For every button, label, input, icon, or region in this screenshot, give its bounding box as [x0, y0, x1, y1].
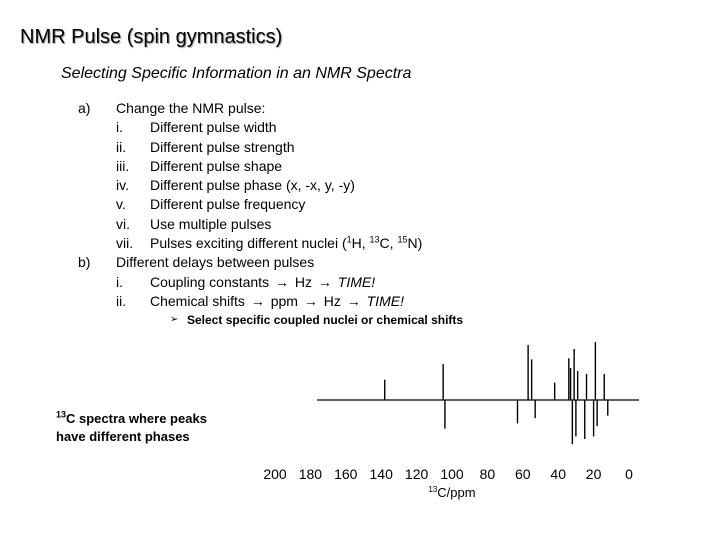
emphasis-text: TIME!	[337, 273, 376, 290]
sub-item-marker: iv.	[116, 177, 129, 194]
text-segment: ppm	[270, 292, 298, 309]
sub-item-marker: i.	[116, 119, 123, 136]
sub-item-text: Use multiple pulses	[150, 215, 272, 232]
text-segment: Pulses exciting different nuclei (	[150, 235, 347, 252]
item-marker: a)	[78, 100, 91, 116]
sub-item-marker: i.	[116, 273, 123, 290]
text-segment: Chemical shifts	[150, 292, 245, 309]
text-segment: Hz	[323, 292, 341, 309]
x-tick-label: 80	[480, 466, 496, 482]
isotope-mass: 13	[428, 485, 437, 494]
x-tick-label: 60	[515, 466, 531, 482]
isotope-mass: 13	[56, 409, 67, 420]
sub-item-marker: vi.	[116, 215, 130, 232]
item-text: Change the NMR pulse:	[116, 100, 266, 116]
slide-subtitle: Selecting Specific Information in an NMR…	[61, 65, 412, 82]
slide-title: NMR Pulse (spin gymnastics)	[20, 26, 283, 48]
caption-text: C spectra where peaks	[66, 411, 207, 426]
chart-xlabel: 13C/ppm	[428, 485, 475, 500]
sub-item-marker: v.	[116, 196, 126, 213]
x-tick-label: 160	[334, 466, 358, 482]
x-tick-label: 40	[550, 466, 566, 482]
sub-item-marker: ii.	[116, 292, 127, 309]
sub-item-text: Different pulse shape	[150, 157, 283, 174]
sub-bullet-text: Select specific coupled nuclei or chemic…	[187, 313, 464, 327]
sub-item-marker: iii.	[116, 157, 130, 174]
caption-line: 13C spectra where peaks	[56, 410, 207, 428]
item-text: Different delays between pulses	[116, 254, 315, 271]
isotope-mass: 15	[397, 234, 408, 245]
text-segment: Hz	[294, 273, 312, 290]
emphasis-text: TIME!	[366, 292, 404, 309]
text-segment: Coupling constants	[150, 273, 270, 290]
chart-peaks	[384, 342, 609, 445]
x-tick-label: 0	[625, 466, 633, 482]
x-tick-label: 200	[263, 466, 287, 482]
text-segment: C,	[379, 235, 398, 252]
axis-unit: C/ppm	[437, 485, 475, 500]
sub-item-marker: vii.	[116, 235, 134, 252]
chart-ticks: 200 180 160 140 120 100 80 60 40 20 0	[263, 466, 633, 482]
arrow-bullet-icon: ➢	[170, 314, 179, 325]
text-segment: N)	[407, 235, 423, 252]
sub-item-marker: ii.	[116, 138, 127, 155]
caption-line: have different phases	[56, 428, 207, 446]
text-segment: H,	[351, 235, 370, 252]
nmr-spectrum-chart: 200 180 160 140 120 100 80 60 40 20 0 13C/ppm	[263, 342, 639, 500]
x-tick-label: 140	[370, 466, 394, 482]
x-tick-label: 120	[405, 466, 429, 482]
right-arrow-icon: →	[303, 292, 318, 309]
sub-item-text: Different pulse width	[150, 119, 277, 136]
x-tick-label: 100	[440, 466, 464, 482]
x-tick-label: 180	[299, 466, 323, 482]
caption-text: have different phases	[56, 429, 190, 444]
sub-item-text: Coupling constants → Hz → TIME!	[150, 273, 375, 292]
isotope-mass: 13	[369, 234, 380, 245]
right-arrow-icon: →	[274, 273, 289, 290]
spectrum-caption: 13C spectra where peaks have different p…	[56, 410, 207, 446]
sub-item-text: Pulses exciting different nuclei (1H, 13…	[150, 234, 422, 253]
item-marker: b)	[78, 254, 91, 271]
right-arrow-icon: →	[317, 273, 332, 290]
sub-item-text: Different pulse strength	[150, 138, 295, 155]
right-arrow-icon: →	[346, 292, 361, 309]
right-arrow-icon: →	[250, 292, 265, 309]
isotope-mass: 1	[346, 234, 352, 245]
x-tick-label: 20	[586, 466, 602, 482]
sub-item-text: Different pulse frequency	[150, 196, 306, 213]
sub-item-text: Different pulse phase (x, -x, y, -y)	[150, 177, 355, 194]
sub-item-text: Chemical shifts → ppm → Hz → TIME!	[150, 292, 404, 311]
